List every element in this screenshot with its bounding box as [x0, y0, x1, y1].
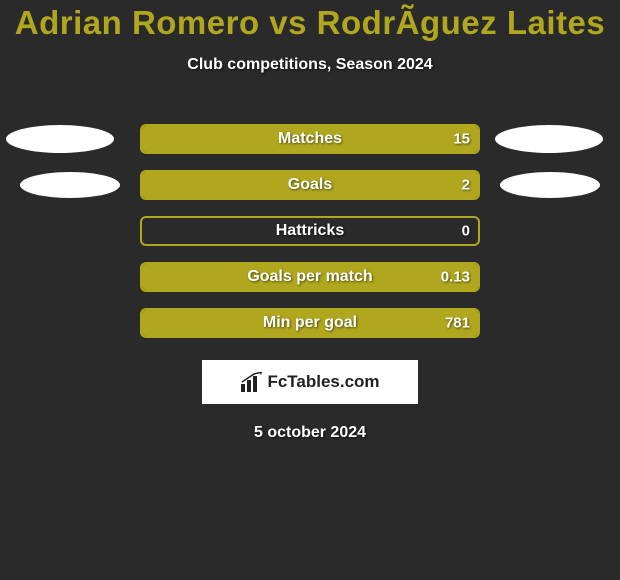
stats-rows: Matches15 Goals2 Hattricks0 Goals per match…	[0, 124, 620, 338]
stat-row: Goals2	[0, 170, 620, 200]
stat-bar: Goals per match0.13	[140, 262, 480, 292]
right-ellipse	[495, 125, 603, 153]
stat-bar: Hattricks0	[140, 216, 480, 246]
stat-value: 0.13	[441, 269, 470, 286]
stat-bar: Min per goal781	[140, 308, 480, 338]
stat-row: Matches15	[0, 124, 620, 154]
date-text: 5 october 2024	[0, 424, 620, 442]
stat-value: 781	[445, 315, 470, 332]
brand-text: FcTables.com	[267, 372, 379, 392]
stat-value: 0	[462, 223, 470, 240]
stat-label: Hattricks	[142, 222, 478, 240]
stat-row: Min per goal781	[0, 308, 620, 338]
brand-box[interactable]: FcTables.com	[202, 360, 418, 404]
stat-label: Matches	[142, 130, 478, 148]
stat-label: Min per goal	[142, 314, 478, 332]
stat-row: Hattricks0	[0, 216, 620, 246]
stat-value: 15	[453, 131, 470, 148]
stat-label: Goals	[142, 176, 478, 194]
page-title: Adrian Romero vs RodrÃ­guez Laites	[0, 4, 620, 42]
left-ellipse	[6, 125, 114, 153]
stat-value: 2	[462, 177, 470, 194]
stat-row: Goals per match0.13	[0, 262, 620, 292]
stat-bar: Matches15	[140, 124, 480, 154]
comparison-card: Adrian Romero vs RodrÃ­guez Laites Club …	[0, 0, 620, 442]
stat-label: Goals per match	[142, 268, 478, 286]
right-ellipse	[500, 172, 600, 198]
left-ellipse	[20, 172, 120, 198]
chart-icon	[240, 372, 264, 392]
subtitle: Club competitions, Season 2024	[0, 56, 620, 74]
stat-bar: Goals2	[140, 170, 480, 200]
